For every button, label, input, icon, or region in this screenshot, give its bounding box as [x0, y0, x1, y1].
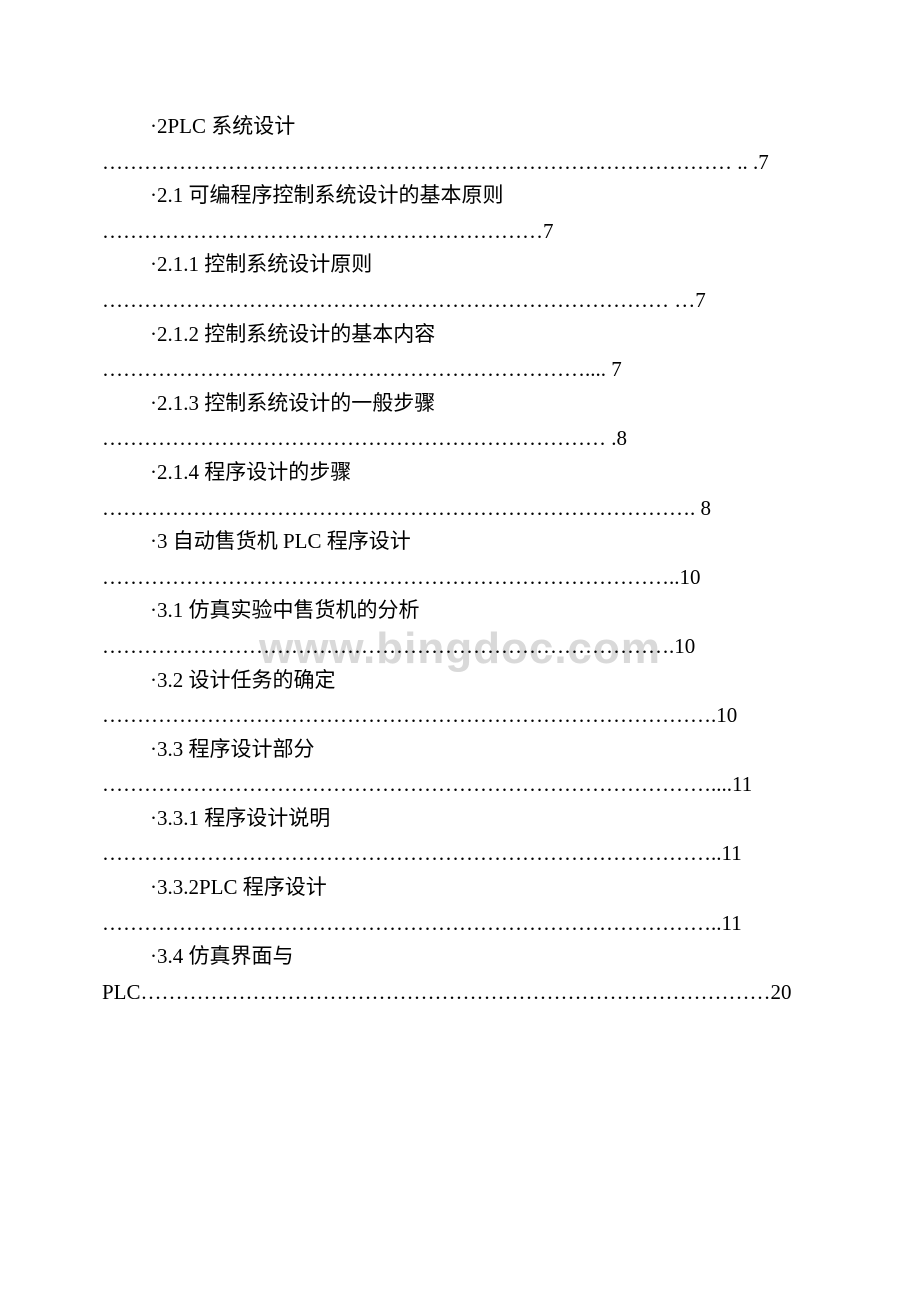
- toc-entry: ·2.1.4 程序设计的步骤 ……………………………………………………………………: [102, 456, 818, 525]
- toc-entry: ·3.3.1 程序设计说明 ………………………………………………………………………: [102, 802, 818, 871]
- toc-dots: ……………………………………………………………… .8: [102, 422, 818, 456]
- toc-entry: ·2.1 可编程序控制系统设计的基本原则 ……………………………………………………: [102, 179, 818, 248]
- toc-entry: ·3.1 仿真实验中售货机的分析 ………………………………………………………………: [102, 594, 818, 663]
- toc-title: ·3.3.2PLC 程序设计: [102, 871, 818, 905]
- toc-entry: ·2.1.2 控制系统设计的基本内容 …………………………………………………………: [102, 318, 818, 387]
- toc-entry: ·3.3 程序设计部分 ……………………………………………………………………………: [102, 733, 818, 802]
- toc-title: ·3.4 仿真界面与: [102, 940, 818, 974]
- toc-dots: …………………………………………………………………………….10: [102, 699, 818, 733]
- document-page: ·2PLC 系统设计 ………………………………………………………………………………: [0, 0, 920, 1069]
- toc-title: ·2.1.4 程序设计的步骤: [102, 456, 818, 490]
- toc-title: ·3.2 设计任务的确定: [102, 664, 818, 698]
- toc-title: ·2.1 可编程序控制系统设计的基本原则: [102, 179, 818, 213]
- toc-dots: …………………………………………………………….... 7: [102, 353, 818, 387]
- toc-title: ·2.1.1 控制系统设计原则: [102, 248, 818, 282]
- toc-title: ·2PLC 系统设计: [102, 110, 818, 144]
- toc-dots: ………………………………………………………………………..10: [102, 561, 818, 595]
- toc-dots: ………………………………………………………7: [102, 215, 818, 249]
- toc-dots: ……………………………………………………………………………..11: [102, 837, 818, 871]
- toc-dots: ……………………………………………………………………………… .. .7: [102, 146, 818, 180]
- toc-title: ·3.1 仿真实验中售货机的分析: [102, 594, 818, 628]
- toc-content: ·2PLC 系统设计 ………………………………………………………………………………: [102, 110, 818, 1009]
- toc-dots: PLC………………………………………………………………………………20: [102, 976, 818, 1010]
- toc-dots: ……………………………………………………………………………....11: [102, 768, 818, 802]
- toc-entry: ·2.1.3 控制系统设计的一般步骤 …………………………………………………………: [102, 387, 818, 456]
- toc-title: ·2.1.3 控制系统设计的一般步骤: [102, 387, 818, 421]
- toc-title: ·3.3.1 程序设计说明: [102, 802, 818, 836]
- toc-title: ·3.3 程序设计部分: [102, 733, 818, 767]
- toc-entry: ·3.4 仿真界面与 PLC………………………………………………………………………: [102, 940, 818, 1009]
- toc-title: ·2.1.2 控制系统设计的基本内容: [102, 318, 818, 352]
- toc-dots: ……………………………………………………………………… …7: [102, 284, 818, 318]
- toc-entry: ·3.2 设计任务的确定 …………………………………………………………………………: [102, 664, 818, 733]
- toc-dots: …………………………………………………………………………. 8: [102, 492, 818, 526]
- toc-dots: ……………………………………………………………………….10: [102, 630, 818, 664]
- toc-entry: ·3 自动售货机 PLC 程序设计 ……………………………………………………………: [102, 525, 818, 594]
- toc-entry: ·3.3.2PLC 程序设计 ……………………………………………………………………: [102, 871, 818, 940]
- toc-entry: ·2.1.1 控制系统设计原则 …………………………………………………………………: [102, 248, 818, 317]
- toc-entry: ·2PLC 系统设计 ………………………………………………………………………………: [102, 110, 818, 179]
- toc-title: ·3 自动售货机 PLC 程序设计: [102, 525, 818, 559]
- toc-dots: ……………………………………………………………………………..11: [102, 907, 818, 941]
